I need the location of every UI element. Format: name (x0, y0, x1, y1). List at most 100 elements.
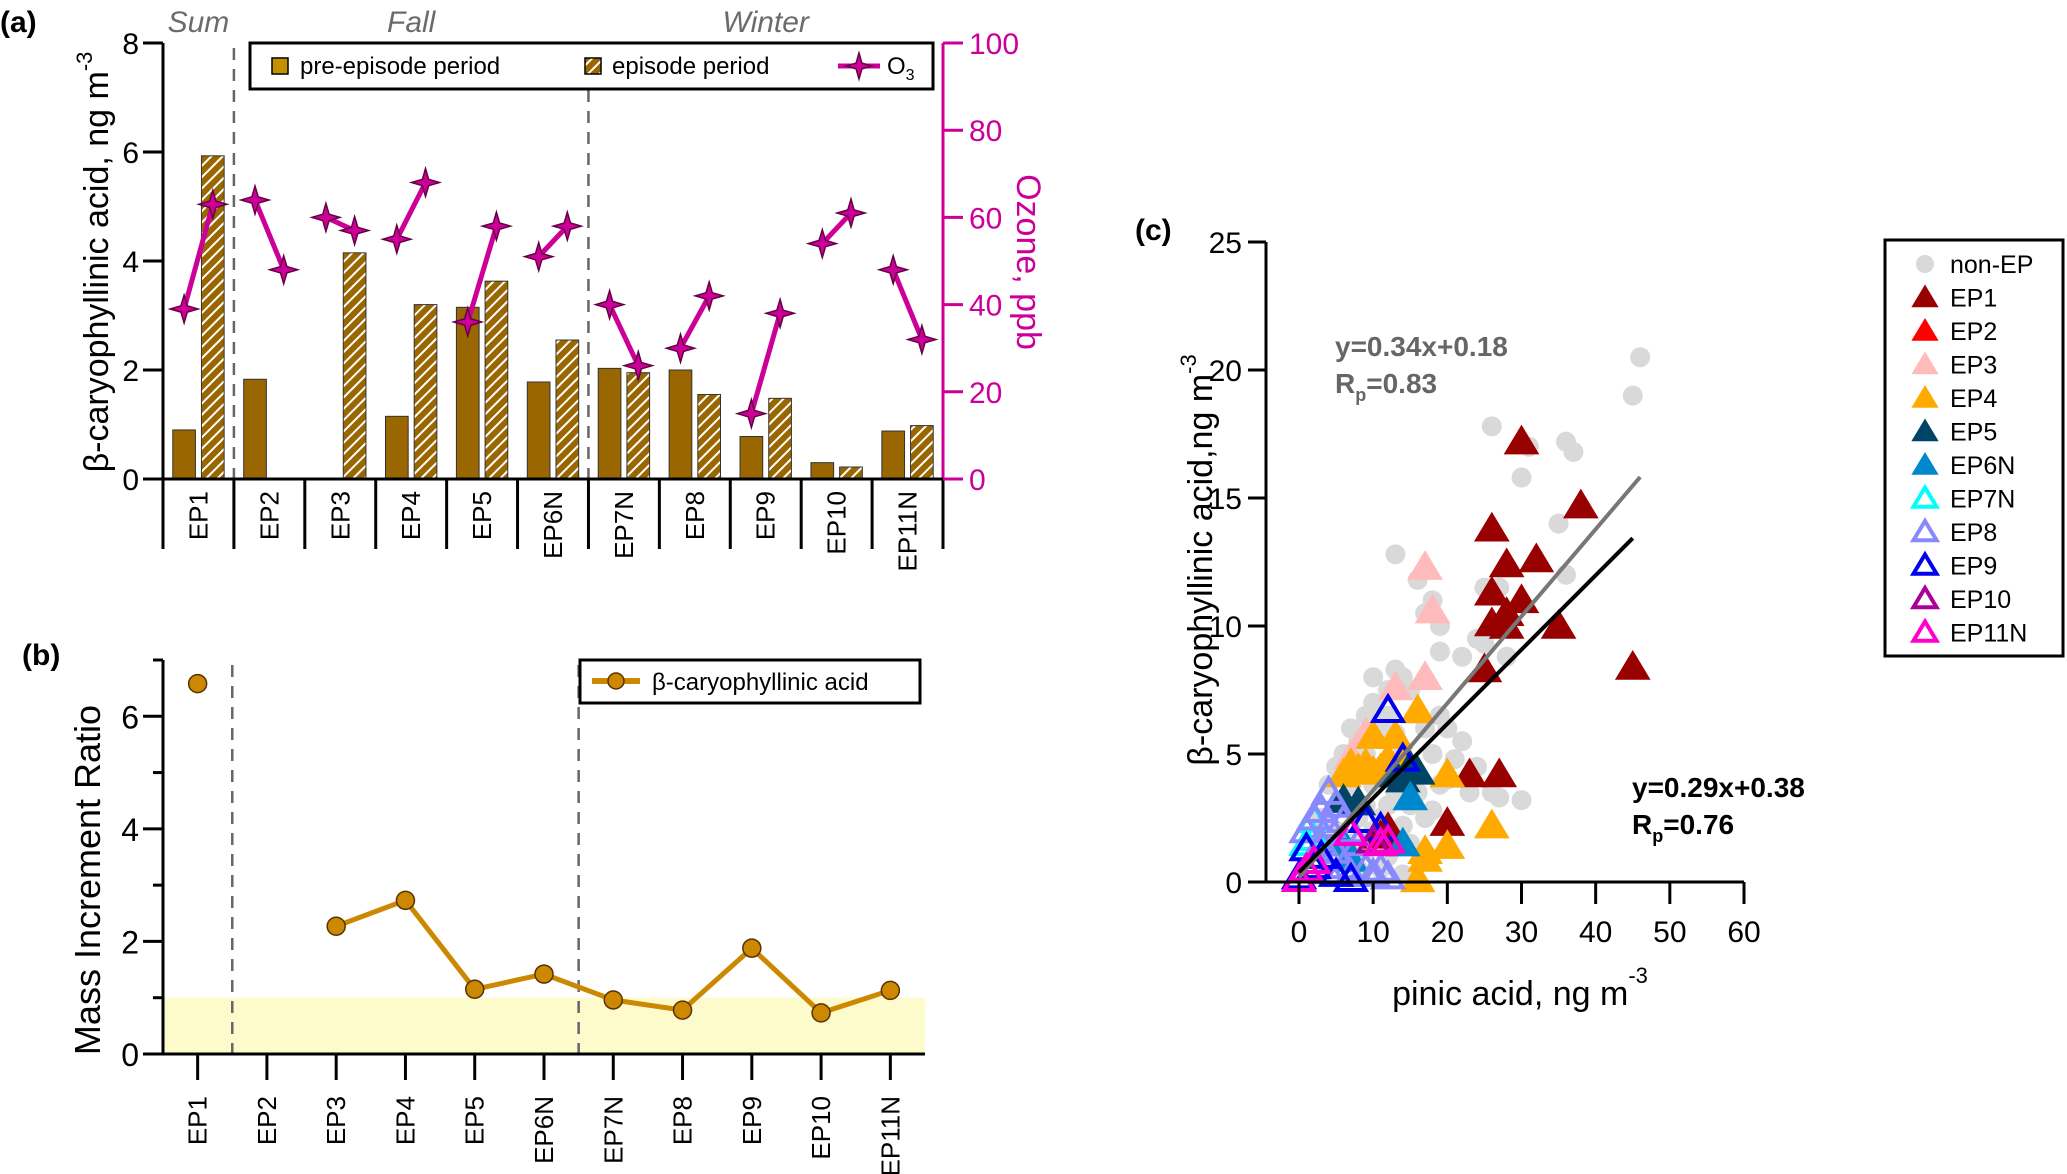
x-category-label: EP7N (609, 491, 639, 559)
o3-marker-pre-EP3 (309, 200, 343, 235)
mir-point-EP4 (395, 890, 416, 911)
x-tick-labels: 0 10 20 30 40 50 60 (1291, 916, 1761, 949)
legend-marker-EP1 (1911, 284, 1939, 308)
o3-marker-episode-EP8 (692, 279, 726, 313)
bar-pre-EP10 (810, 462, 835, 480)
y-tick-label: 0 (122, 464, 139, 497)
point-non-EP (1511, 467, 1532, 488)
bar-pre-EP9 (739, 435, 764, 480)
o3-marker-episode-EP9 (763, 296, 797, 330)
point-EP1 (1429, 806, 1466, 836)
bars (172, 155, 934, 480)
point-EP11N (1362, 825, 1399, 857)
x-tick-label: 10 (1356, 916, 1389, 949)
x-category-label: EP11N (875, 1096, 905, 1174)
y-tick-labels: 0 2 4 6 (121, 699, 139, 1073)
point-EP1 (1466, 652, 1503, 683)
x-tick-label: 30 (1505, 916, 1538, 949)
point-EP11N (1332, 815, 1370, 846)
point-EP8 (1362, 851, 1399, 882)
x-category-label: EP5 (467, 491, 497, 540)
point-non-EP (1452, 646, 1473, 667)
o3-marker-episode-EP2 (267, 253, 301, 287)
point-EP11N (1369, 823, 1407, 854)
y-tick-label: 8 (122, 28, 139, 61)
point-EP6N (1392, 780, 1429, 811)
y-axis-title-text: β-caryophyllinic acid, ng m (78, 71, 116, 472)
x-category-label: EP9 (737, 1096, 767, 1145)
mir-point-EP8 (672, 1000, 693, 1020)
x-category-label: EP10 (806, 1096, 836, 1160)
y-axis-title: β-caryophyllinic acid, ng m-3 (72, 52, 116, 473)
o3-line-EP9 (748, 312, 783, 415)
x-category-label: EP4 (396, 491, 426, 540)
o3-line-EP6N (536, 224, 570, 259)
point-EP1 (1488, 547, 1525, 578)
o3-line-EP7N (607, 303, 641, 367)
fit-annotation-all: y=0.34x+0.18 Rp=0.83 y=0.29x+0.38 Rp=0.7… (1335, 331, 1805, 846)
o3-marker-pre-EP10 (805, 226, 839, 261)
point-non-EP (1474, 633, 1495, 654)
point-EP4 (1355, 719, 1392, 749)
x-category-labels: EP1 EP2 EP3 EP4 EP5 EP6N EP7N EP8 EP9 EP10 EP11N (183, 491, 922, 571)
y2-tick-label: 20 (969, 377, 1002, 410)
y2-tick-label: 40 (969, 290, 1002, 323)
point-non-EP (1363, 667, 1384, 688)
legend-label-EP2: EP2 (1950, 318, 1997, 346)
x-category-label: EP8 (680, 491, 710, 540)
mir-point-EP9 (742, 938, 762, 958)
point-non-EP (1481, 416, 1502, 437)
mir-point-EP7N (603, 990, 624, 1010)
point-EP9 (1369, 692, 1407, 723)
bar-episode-EP10 (839, 466, 863, 480)
point-EP1 (1481, 757, 1518, 788)
o3-marker-pre-EP2 (238, 183, 272, 217)
y2-tick-label: 100 (969, 28, 1019, 61)
point-EP1 (1540, 609, 1577, 639)
legend-label: β-caryophyllinic acid (652, 669, 869, 696)
legend-label-o3: O3 (887, 53, 915, 84)
panel-a-label: (a) (0, 6, 37, 39)
bar-episode-EP11N (910, 425, 934, 480)
x-category-label: EP8 (668, 1096, 698, 1145)
y-tick-label: 6 (121, 699, 139, 735)
mir-point-EP1 (187, 673, 208, 694)
legend: β-caryophyllinic acid (578, 658, 922, 705)
fit-lines (1297, 475, 1642, 879)
point-non-EP (1422, 744, 1443, 764)
o3-line-EP1 (181, 203, 216, 310)
y2-tick-labels: 0 20 40 60 80 100 (969, 28, 1019, 497)
y2-axis-title: Ozone, ppb (1009, 174, 1047, 350)
bar-pre-EP2 (243, 378, 267, 480)
point-non-EP (1511, 790, 1532, 811)
y-tick-label: 2 (122, 355, 139, 388)
bar-episode-EP7N (626, 372, 651, 480)
mir-point-EP10 (811, 1003, 831, 1023)
legend-label-EP9: EP9 (1950, 553, 1997, 581)
point-non-EP (1489, 787, 1510, 808)
mir-point-EP5 (464, 979, 485, 1000)
x-tick-label: 0 (1291, 916, 1308, 949)
point-non-EP (1548, 513, 1569, 534)
o3-line-EP8 (678, 294, 712, 350)
point-EP8 (1310, 807, 1347, 839)
legend-label-episode: episode period (612, 53, 769, 80)
y-tick-labels: 0 5 10 15 20 25 (1209, 227, 1242, 900)
o3-marker-episode-EP7N (621, 348, 656, 383)
fit-line-1 (1297, 536, 1635, 874)
point-EP1 (1473, 575, 1510, 606)
legend-label-EP6N: EP6N (1950, 452, 2015, 480)
y2-tick-label: 0 (969, 464, 986, 497)
mir-point-EP6N (534, 964, 554, 984)
point-non-EP (1355, 705, 1376, 726)
x-category-label: EP7N (598, 1096, 628, 1164)
x-category-label: EP6N (538, 491, 568, 559)
o3-marker-episode-EP1 (196, 187, 230, 221)
bar-pre-EP8 (668, 369, 693, 480)
o3-marker-pre-EP4 (380, 222, 414, 256)
legend-box (1883, 238, 2065, 658)
legend-marker-EP4 (1911, 385, 1939, 408)
point-EP9 (1332, 861, 1370, 892)
season-label-winter: Winter (723, 6, 810, 39)
point-non-EP (1459, 782, 1480, 803)
